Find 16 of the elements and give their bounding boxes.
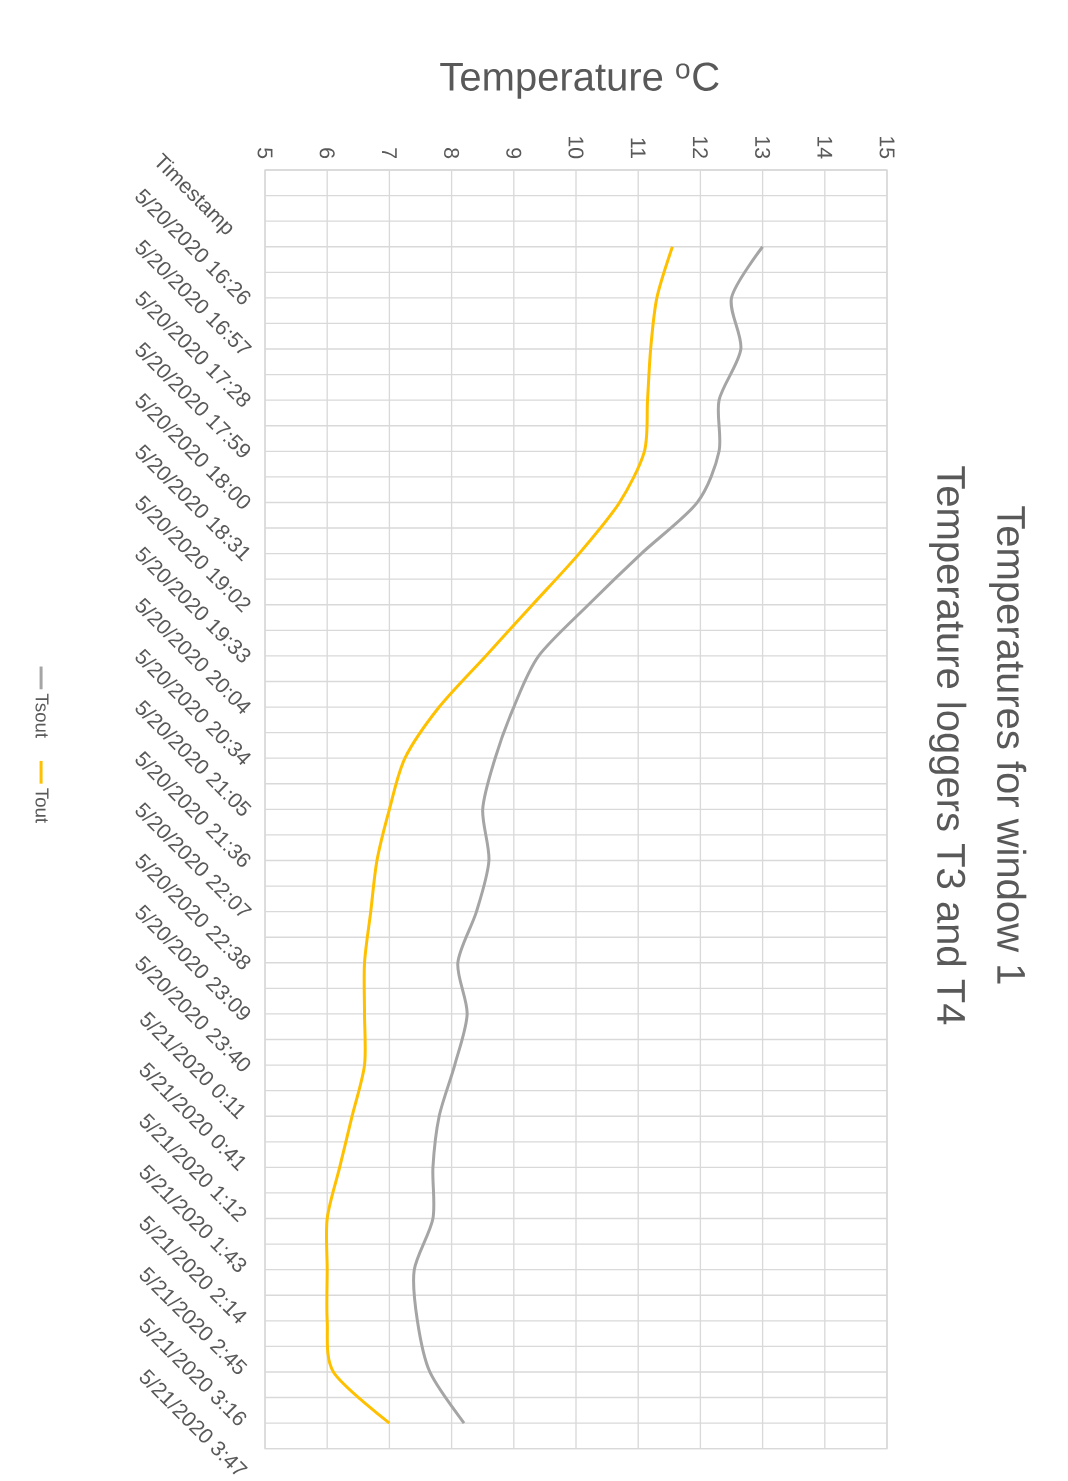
text: Temperatures for window 1 [989, 506, 1027, 984]
x-tick-label: 6 [319, 148, 335, 159]
x-axis-title: Temperature $^{o}$C [440, 62, 719, 99]
legend-label: Tout [35, 788, 49, 823]
x-tick-label: 14 [817, 136, 833, 159]
x-tick-label: 10 [568, 136, 584, 159]
x-tick-label: 15 [879, 136, 895, 159]
x-tick-label: 13 [755, 136, 771, 159]
text: Temperature loggers T3 and T4 [929, 466, 967, 1025]
x-tick-label: 12 [692, 136, 708, 158]
x-tick-label: 7 [382, 148, 397, 158]
x-tick-label: 9 [506, 148, 522, 159]
x-tick-label: 11 [630, 138, 646, 159]
x-tick-label: 8 [444, 148, 460, 159]
x-tick-label: 5 [257, 148, 273, 159]
legend-label: Tsout [35, 693, 49, 738]
